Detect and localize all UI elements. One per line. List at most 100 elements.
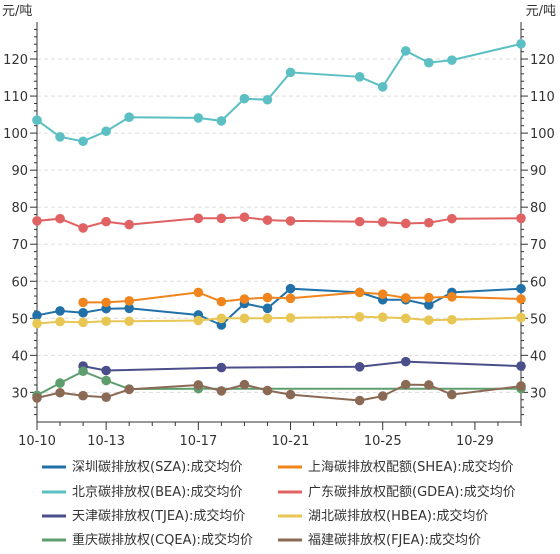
legend-item[interactable]: 上海碳排放权配额(SHEA):成交均价	[278, 459, 514, 475]
data-point[interactable]	[262, 292, 273, 303]
data-point[interactable]	[55, 132, 65, 142]
data-point[interactable]	[285, 283, 296, 294]
data-point[interactable]	[78, 223, 88, 233]
legend-item[interactable]: 湖北碳排放权(HBEA):成交均价	[278, 508, 488, 524]
data-point[interactable]	[447, 389, 457, 400]
data-point[interactable]	[262, 303, 273, 314]
data-point[interactable]	[447, 314, 457, 325]
data-point[interactable]	[424, 315, 434, 325]
data-point[interactable]	[262, 385, 273, 396]
data-point[interactable]	[424, 292, 434, 303]
data-point[interactable]	[216, 296, 227, 307]
data-point[interactable]	[400, 293, 411, 303]
data-point[interactable]	[400, 313, 411, 324]
data-point[interactable]	[55, 387, 65, 398]
data-point[interactable]	[262, 215, 273, 225]
data-point[interactable]	[78, 366, 88, 377]
data-point[interactable]	[124, 316, 134, 327]
data-point[interactable]	[400, 356, 411, 367]
data-point[interactable]	[101, 392, 111, 402]
data-point[interactable]	[400, 379, 411, 390]
data-point[interactable]	[239, 379, 250, 390]
data-point[interactable]	[447, 55, 457, 65]
data-point[interactable]	[424, 300, 434, 310]
data-point[interactable]	[424, 380, 434, 390]
data-point[interactable]	[78, 317, 88, 328]
data-point[interactable]	[216, 362, 227, 373]
data-point[interactable]	[285, 389, 296, 400]
data-point[interactable]	[262, 94, 273, 105]
data-point[interactable]	[424, 217, 434, 228]
data-point[interactable]	[516, 213, 526, 224]
data-point[interactable]	[101, 375, 111, 386]
data-point[interactable]	[55, 306, 65, 316]
data-point[interactable]	[285, 216, 296, 226]
data-point[interactable]	[424, 57, 434, 68]
data-point[interactable]	[239, 93, 250, 104]
data-point[interactable]	[124, 303, 134, 314]
data-point[interactable]	[516, 381, 526, 391]
data-point[interactable]	[377, 217, 388, 227]
data-point[interactable]	[516, 312, 526, 323]
data-point[interactable]	[285, 67, 296, 78]
data-point[interactable]	[193, 287, 204, 298]
legend-item[interactable]: 北京碳排放权(BEA):成交均价	[42, 484, 243, 500]
data-point[interactable]	[101, 365, 111, 376]
legend-item[interactable]: 福建碳排放权(FJEA):成交均价	[278, 532, 481, 548]
data-point[interactable]	[400, 218, 411, 229]
data-point[interactable]	[101, 316, 111, 327]
data-point[interactable]	[78, 297, 88, 308]
data-point[interactable]	[101, 126, 111, 137]
data-point[interactable]	[124, 296, 134, 306]
data-point[interactable]	[55, 378, 65, 388]
data-point[interactable]	[354, 216, 365, 227]
data-point[interactable]	[32, 310, 42, 321]
data-point[interactable]	[216, 116, 227, 126]
data-point[interactable]	[32, 393, 42, 403]
data-point[interactable]	[78, 390, 88, 401]
data-point[interactable]	[32, 318, 42, 329]
data-point[interactable]	[377, 289, 388, 300]
data-point[interactable]	[354, 395, 365, 406]
data-point[interactable]	[239, 313, 250, 324]
data-point[interactable]	[78, 307, 88, 318]
data-point[interactable]	[216, 213, 227, 224]
data-point[interactable]	[124, 112, 134, 122]
data-point[interactable]	[239, 212, 250, 222]
data-point[interactable]	[55, 213, 65, 224]
data-point[interactable]	[32, 115, 42, 125]
data-point[interactable]	[285, 313, 296, 323]
data-point[interactable]	[101, 297, 111, 308]
legend-item[interactable]: 深圳碳排放权(SZA):成交均价	[42, 459, 243, 475]
data-point[interactable]	[55, 316, 65, 327]
data-point[interactable]	[354, 362, 365, 372]
data-point[interactable]	[262, 313, 273, 324]
data-point[interactable]	[193, 213, 204, 224]
data-point[interactable]	[239, 294, 250, 304]
data-point[interactable]	[216, 313, 227, 324]
data-point[interactable]	[516, 39, 526, 49]
data-point[interactable]	[32, 216, 42, 226]
data-point[interactable]	[516, 283, 526, 294]
data-point[interactable]	[285, 293, 296, 304]
data-point[interactable]	[377, 82, 388, 92]
data-point[interactable]	[354, 287, 365, 298]
data-point[interactable]	[193, 315, 204, 326]
data-point[interactable]	[447, 292, 457, 302]
data-point[interactable]	[193, 113, 204, 123]
data-point[interactable]	[124, 219, 134, 230]
data-point[interactable]	[447, 213, 457, 224]
legend-item[interactable]: 重庆碳排放权(CQEA):成交均价	[42, 532, 253, 548]
data-point[interactable]	[124, 384, 134, 395]
legend-item[interactable]: 天津碳排放权(TJEA):成交均价	[42, 508, 245, 524]
data-point[interactable]	[101, 216, 111, 227]
data-point[interactable]	[216, 386, 227, 396]
data-point[interactable]	[354, 312, 365, 322]
data-point[interactable]	[377, 312, 388, 322]
data-point[interactable]	[193, 380, 204, 390]
data-point[interactable]	[516, 361, 526, 371]
data-point[interactable]	[78, 136, 88, 147]
data-point[interactable]	[354, 72, 365, 82]
data-point[interactable]	[516, 294, 526, 304]
data-point[interactable]	[216, 320, 227, 330]
